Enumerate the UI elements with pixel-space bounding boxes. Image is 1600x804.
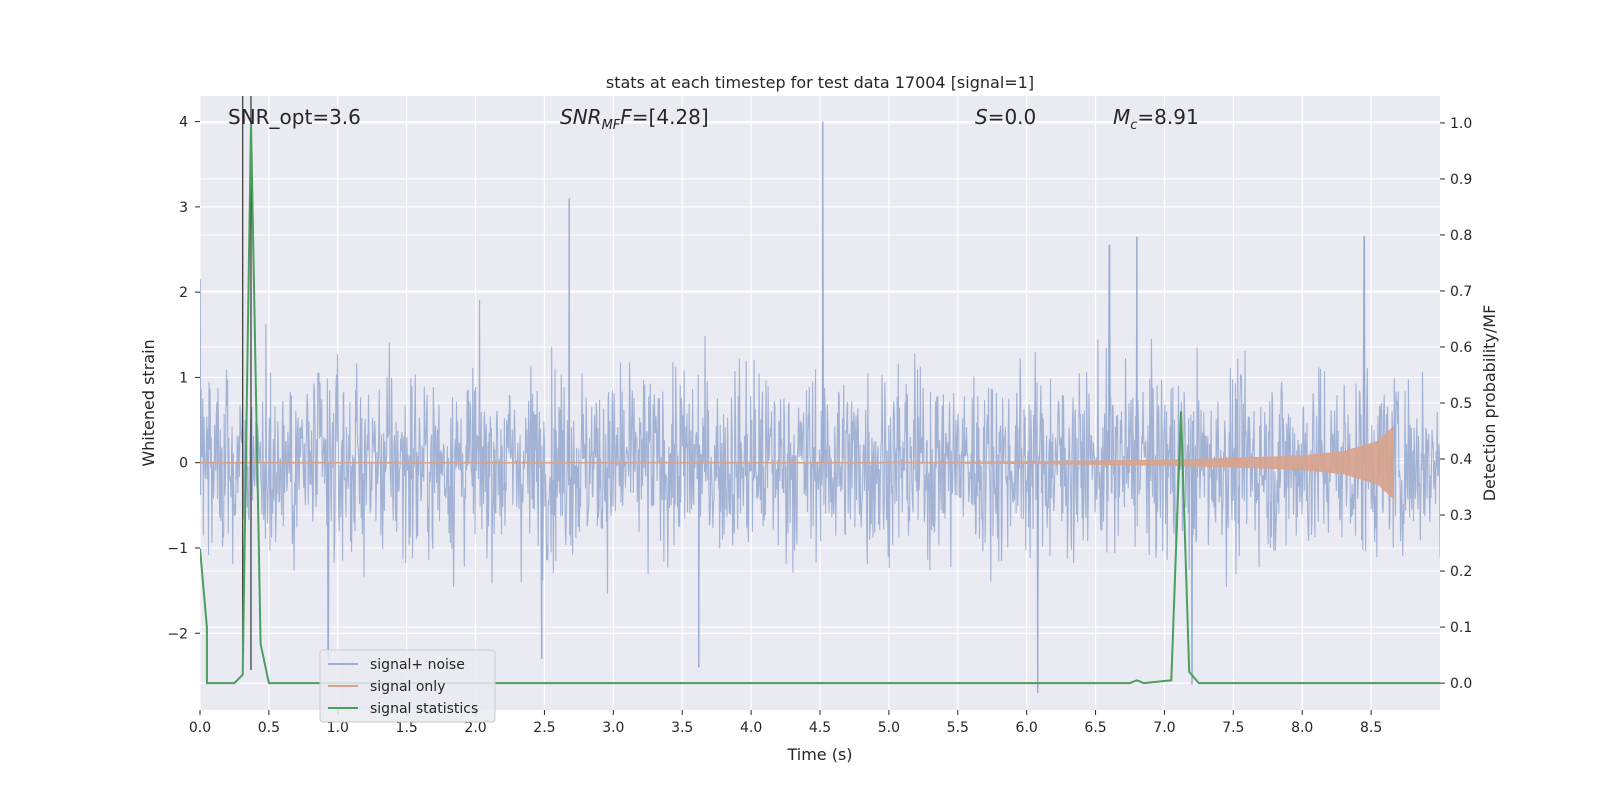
- x-axis: 0.0 0.5 1.0 1.5 2.0 2.5 3.0 3.5 4.0 4.5 5.0 5.5 6.0 6…: [189, 710, 1382, 736]
- y-right-tick-label: 0.1: [1450, 620, 1472, 636]
- y-right-tick-label: 0.8: [1450, 228, 1472, 244]
- annotation-mc: Mc=8.91: [1113, 105, 1199, 133]
- y-right-tick-label: 0.4: [1450, 452, 1472, 468]
- x-tick-label: 3.0: [602, 720, 624, 736]
- annotation-s: S=0.0: [975, 105, 1036, 129]
- x-tick-label: 2.5: [533, 720, 555, 736]
- x-tick-label: 1.5: [396, 720, 418, 736]
- x-axis-label: Time (s): [786, 745, 852, 764]
- x-tick-label: 0.0: [189, 720, 211, 736]
- legend-label-signal-noise: signal+ noise: [370, 657, 465, 673]
- x-tick-label: 4.0: [740, 720, 762, 736]
- legend-label-signal-only: signal only: [370, 679, 445, 695]
- y-right-tick-label: 0.6: [1450, 340, 1472, 356]
- y-right-tick-label: 0.0: [1450, 676, 1472, 692]
- x-tick-label: 5.0: [878, 720, 900, 736]
- signal-only-envelope: [888, 425, 1394, 500]
- y-right-tick-label: 0.5: [1450, 396, 1472, 412]
- y-axis-left-label: Whitened strain: [139, 339, 158, 466]
- y-right-tick-label: 0.3: [1450, 508, 1472, 524]
- signal-statistics-series: [200, 122, 1440, 685]
- y-axis-left: 4 3 2 1 0 −1 −2: [167, 115, 200, 642]
- y-left-tick-label: −1: [167, 541, 188, 557]
- y-right-tick-label: 0.7: [1450, 284, 1472, 300]
- signal-noise-line: [200, 121, 1440, 693]
- annotation-snr-opt: SNR_opt=3.6: [228, 105, 361, 129]
- y-left-tick-label: 0: [179, 456, 188, 472]
- y-right-tick-label: 0.9: [1450, 172, 1472, 188]
- legend: signal+ noise signal only signal statist…: [319, 649, 496, 723]
- y-axis-right: 1.0 0.9 0.8 0.7 0.6 0.5 0.4 0.3 0.2 0.1 0.0: [1440, 116, 1472, 692]
- marker-lines: [242, 96, 252, 670]
- y-left-tick-label: 1: [179, 370, 188, 386]
- annotation-snr-mf: SNRMFF=[4.28]: [560, 105, 709, 133]
- y-left-tick-label: −2: [167, 626, 188, 642]
- y-axis-right-label: Detection probability/MF: [1480, 305, 1499, 502]
- signal-only-series: [200, 425, 1394, 500]
- x-tick-label: 7.5: [1222, 720, 1244, 736]
- y-right-tick-label: 1.0: [1450, 116, 1472, 132]
- x-tick-label: 6.0: [1016, 720, 1038, 736]
- x-tick-label: 3.5: [671, 720, 693, 736]
- x-tick-label: 1.0: [327, 720, 349, 736]
- y-right-tick-label: 0.2: [1450, 564, 1472, 580]
- y-left-tick-label: 4: [179, 115, 188, 131]
- chart-title: stats at each timestep for test data 170…: [606, 73, 1034, 92]
- x-tick-label: 0.5: [258, 720, 280, 736]
- legend-label-signal-statistics: signal statistics: [370, 701, 478, 717]
- signal-noise-series: [200, 121, 1440, 693]
- x-tick-label: 7.0: [1153, 720, 1175, 736]
- signal-statistics-line: [200, 122, 1440, 685]
- x-tick-label: 8.5: [1360, 720, 1382, 736]
- y-left-tick-label: 2: [179, 285, 188, 301]
- legend-box: [319, 649, 496, 723]
- x-tick-label: 8.0: [1291, 720, 1313, 736]
- x-tick-label: 4.5: [809, 720, 831, 736]
- y-left-tick-label: 3: [179, 200, 188, 216]
- x-tick-label: 6.5: [1084, 720, 1106, 736]
- x-tick-label: 2.0: [464, 720, 486, 736]
- x-tick-label: 5.5: [947, 720, 969, 736]
